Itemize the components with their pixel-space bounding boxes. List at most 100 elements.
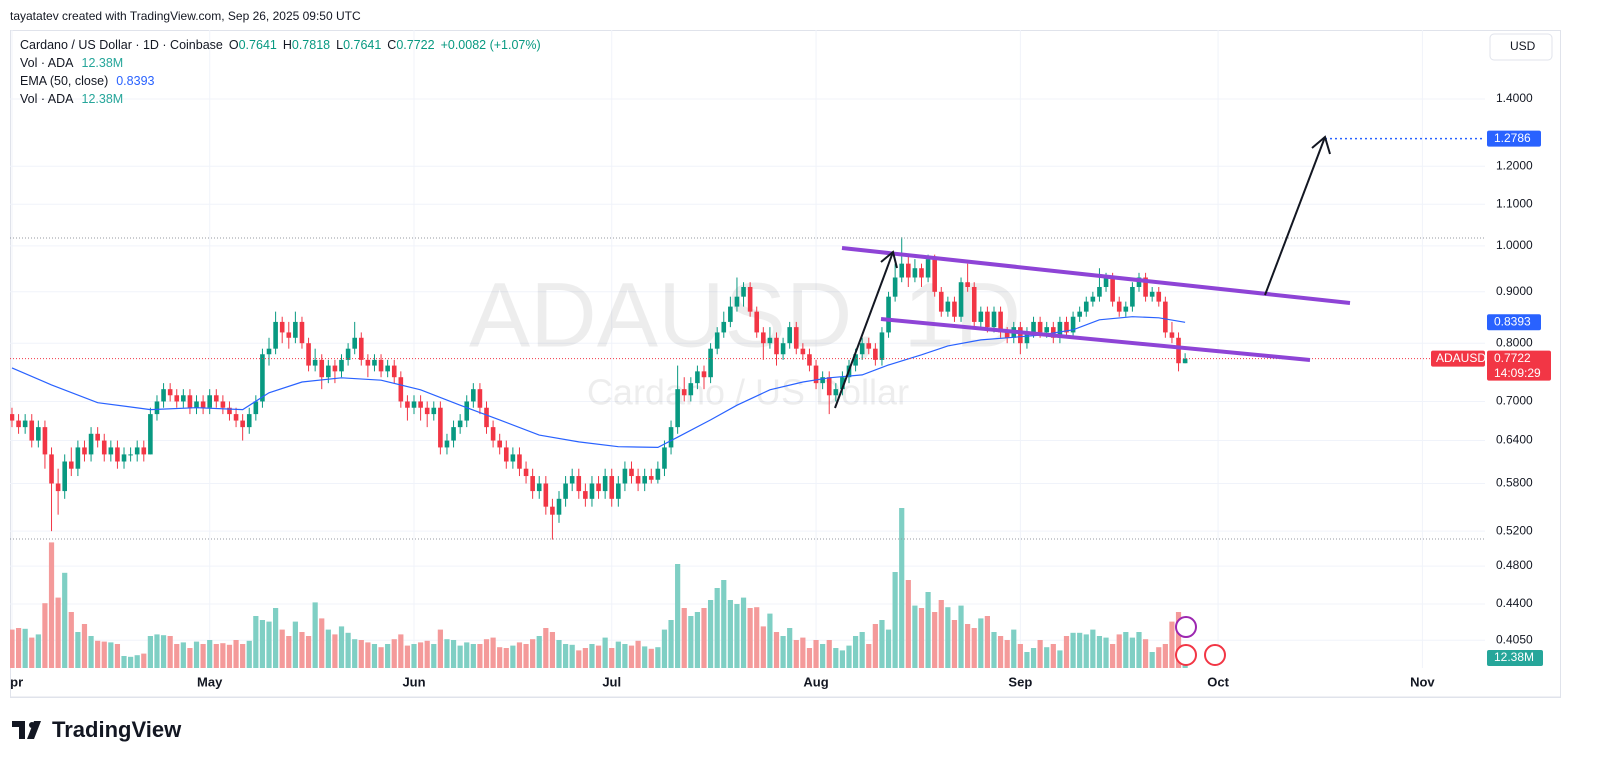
ohlc-letter: O: [229, 38, 239, 52]
candle-body: [734, 296, 740, 307]
volume-bar: [1017, 644, 1023, 668]
candle-body: [728, 306, 733, 322]
candle-body: [1004, 332, 1010, 338]
candle-body: [451, 427, 456, 441]
candle-body: [648, 476, 654, 480]
candle-body: [36, 427, 41, 441]
volume-bar: [615, 641, 621, 668]
candle-body: [1083, 301, 1089, 312]
x-tick-label: Sep: [1008, 674, 1032, 689]
volume-bar: [1149, 652, 1155, 668]
candle-body: [965, 282, 970, 287]
candle-body: [596, 483, 601, 492]
candle-body: [609, 476, 615, 499]
volume-bar: [332, 634, 338, 668]
candle-body: [167, 389, 173, 396]
volume-bar: [312, 602, 318, 668]
ohlc-value: 0.7641: [239, 38, 277, 52]
candle-body: [101, 440, 107, 455]
ema-badge-label: 0.8393: [1494, 314, 1531, 328]
candle-body: [484, 407, 489, 428]
volume-name: Vol · ADA: [20, 92, 74, 106]
candle-body: [655, 468, 661, 480]
candle-body: [998, 311, 1003, 333]
volume-bar: [530, 639, 536, 668]
legend: Cardano / US Dollar · 1D · Coinbase O0.76…: [20, 38, 541, 106]
candle-body: [16, 420, 21, 428]
volume-bar: [892, 572, 898, 668]
candle-body: [1024, 332, 1030, 344]
candle-body: [576, 476, 582, 492]
volume-bar: [292, 621, 298, 668]
volume-bar: [740, 597, 747, 668]
volume-bar: [365, 642, 371, 668]
volume-bar: [668, 620, 674, 668]
candle-body: [161, 389, 166, 402]
volume-bar: [536, 636, 542, 668]
volume-bar: [398, 634, 404, 668]
y-tick-label: 0.4050: [1496, 632, 1533, 646]
candle-body: [68, 461, 74, 469]
candle-body: [912, 268, 918, 278]
volume-bar: [338, 626, 345, 668]
volume-bar: [273, 608, 279, 668]
x-tick-label: Aug: [803, 674, 828, 689]
volume-bar: [68, 612, 74, 668]
candle-body: [906, 263, 911, 278]
volume-bar: [773, 632, 780, 668]
candle-body: [273, 321, 278, 349]
volume-bar: [885, 629, 892, 668]
candle-body: [312, 359, 318, 366]
candle-body: [892, 277, 898, 297]
candle-body: [82, 447, 87, 455]
y-tick-label: 1.1000: [1496, 196, 1533, 210]
candle-body: [767, 337, 773, 344]
candle-body: [708, 348, 713, 378]
symbol-title: Cardano / US Dollar · 1D · Coinbase: [20, 38, 223, 52]
x-tick-label: Jul: [602, 674, 621, 689]
volume-bar: [1175, 612, 1182, 668]
volume-bar: [516, 642, 523, 668]
candle-body: [108, 447, 114, 455]
candle-body: [543, 483, 549, 507]
y-tick-label: 0.6400: [1496, 433, 1533, 447]
y-tick-label: 0.5800: [1496, 476, 1533, 490]
candle-body: [530, 476, 535, 492]
y-tick-label: 0.7000: [1496, 394, 1533, 408]
volume-bar: [1169, 621, 1175, 668]
candle-body: [701, 371, 707, 378]
candle-body: [675, 389, 680, 428]
currency-label[interactable]: USD: [1510, 39, 1536, 53]
candle-body: [339, 359, 344, 372]
y-tick-label: 0.5200: [1496, 523, 1533, 537]
volume-bar: [174, 644, 180, 668]
candle-body: [134, 447, 140, 455]
candle-body: [154, 401, 160, 415]
candle-body: [635, 476, 641, 484]
candle-body: [1070, 316, 1076, 333]
candle-body: [1182, 358, 1188, 364]
candle-body: [583, 491, 588, 499]
candle-body: [958, 282, 964, 317]
candle-body: [622, 468, 628, 484]
currency-button[interactable]: [1489, 33, 1553, 61]
candle-body: [286, 332, 292, 338]
candle-body: [194, 401, 199, 408]
ohlc-value: 0.7641: [343, 38, 381, 52]
volume-bar: [899, 508, 905, 668]
candle-body: [22, 420, 28, 428]
volume-bar: [721, 580, 727, 668]
candle-body: [424, 407, 430, 415]
y-tick-label: 0.8000: [1496, 335, 1533, 349]
candle-body: [345, 348, 351, 360]
candle-body: [899, 263, 905, 278]
volume-bar: [826, 640, 832, 668]
candle-body: [42, 427, 48, 455]
y-tick-label: 1.4000: [1496, 91, 1533, 105]
volume-bar: [385, 644, 391, 668]
legend-ema: EMA (50, close) 0.8393: [20, 74, 155, 88]
ema-badge: [1487, 314, 1541, 331]
candle-body: [616, 483, 621, 499]
volume-bar: [1110, 644, 1116, 668]
candle-body: [1116, 301, 1122, 312]
